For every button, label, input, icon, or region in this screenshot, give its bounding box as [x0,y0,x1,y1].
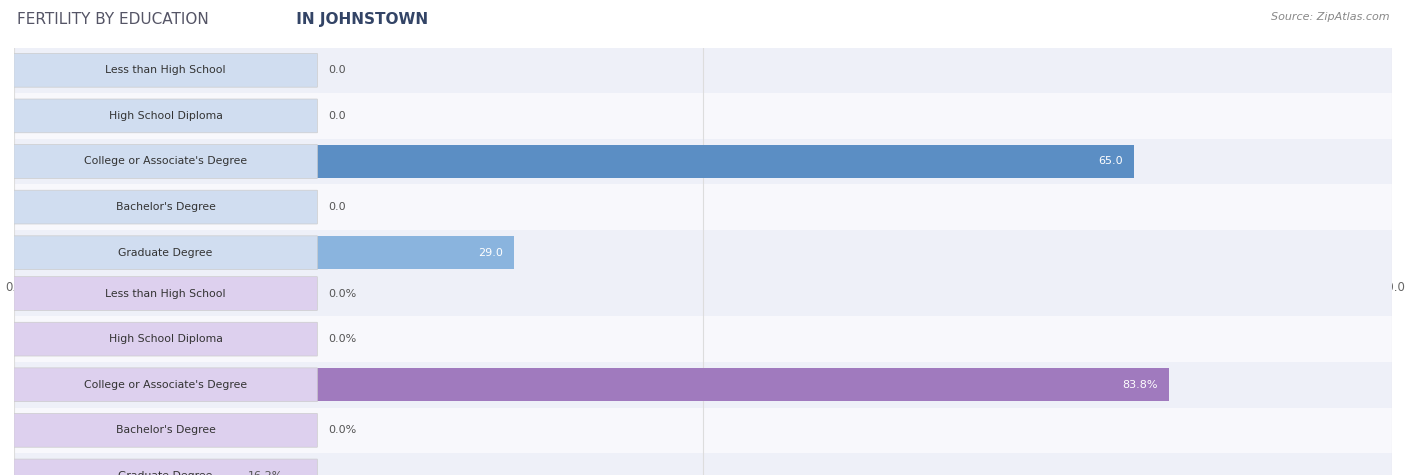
Bar [14,459,318,475]
Bar [14,54,318,87]
Bar [14,277,318,310]
Bar [14,145,1133,178]
Text: 0.0: 0.0 [328,111,346,121]
Text: College or Associate's Degree: College or Associate's Degree [84,156,247,167]
FancyBboxPatch shape [14,99,318,133]
FancyBboxPatch shape [14,368,318,402]
Text: Graduate Degree: Graduate Degree [118,471,212,475]
Bar [14,368,1168,401]
Bar [14,271,1392,316]
Bar [14,190,318,224]
Text: High School Diploma: High School Diploma [108,334,222,344]
Bar [14,453,1392,475]
Text: FERTILITY BY EDUCATION: FERTILITY BY EDUCATION [17,12,208,27]
Bar [14,48,1392,93]
Bar [14,316,1392,362]
Bar [14,184,1392,230]
Bar [14,236,318,269]
Bar [14,408,1392,453]
Text: IN JOHNSTOWN: IN JOHNSTOWN [291,12,429,27]
Text: 0.0: 0.0 [328,65,346,76]
FancyBboxPatch shape [14,413,318,447]
Text: Bachelor's Degree: Bachelor's Degree [115,425,215,436]
Text: Graduate Degree: Graduate Degree [118,247,212,258]
Bar [14,236,513,269]
FancyBboxPatch shape [14,190,318,224]
FancyBboxPatch shape [14,236,318,270]
Text: High School Diploma: High School Diploma [108,111,222,121]
Bar [14,93,1392,139]
FancyBboxPatch shape [14,322,318,356]
FancyBboxPatch shape [14,276,318,311]
Text: 65.0: 65.0 [1098,156,1122,167]
Text: 0.0%: 0.0% [328,334,357,344]
Bar [14,99,318,133]
Text: Bachelor's Degree: Bachelor's Degree [115,202,215,212]
Text: Source: ZipAtlas.com: Source: ZipAtlas.com [1271,12,1389,22]
Bar [14,323,318,356]
Text: Less than High School: Less than High School [105,288,226,299]
Text: 0.0%: 0.0% [328,425,357,436]
Bar [14,459,238,475]
Text: Less than High School: Less than High School [105,65,226,76]
Bar [14,230,1392,276]
Text: 83.8%: 83.8% [1122,380,1157,390]
Text: 0.0%: 0.0% [328,288,357,299]
Text: 29.0: 29.0 [478,247,502,258]
FancyBboxPatch shape [14,459,318,475]
FancyBboxPatch shape [14,144,318,179]
Text: College or Associate's Degree: College or Associate's Degree [84,380,247,390]
FancyBboxPatch shape [14,53,318,87]
Bar [14,414,318,447]
Bar [14,139,1392,184]
Bar [14,145,318,178]
Text: 16.2%: 16.2% [249,471,284,475]
Bar [14,362,1392,408]
Bar [14,368,318,401]
Text: 0.0: 0.0 [328,202,346,212]
